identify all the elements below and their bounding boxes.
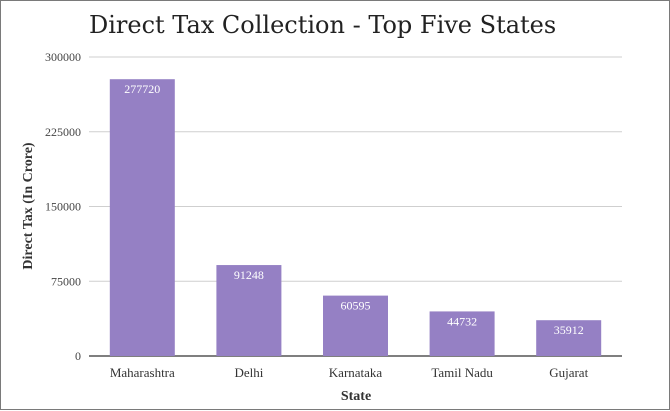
bar xyxy=(536,320,602,356)
chart-title: Direct Tax Collection - Top Five States xyxy=(89,11,557,39)
y-axis-title: Direct Tax (In Crore) xyxy=(21,142,36,269)
bar-value-label: 277720 xyxy=(124,82,160,96)
y-tick-label: 150000 xyxy=(45,200,81,214)
y-tick-label: 75000 xyxy=(51,274,81,288)
y-tick-label: 0 xyxy=(75,349,81,363)
bar-value-label: 60595 xyxy=(341,299,371,313)
bar-value-label: 91248 xyxy=(234,268,264,282)
y-tick-label: 225000 xyxy=(45,125,81,139)
bar-value-label: 44732 xyxy=(447,314,477,328)
x-tick-label: Delhi xyxy=(234,365,263,380)
bar xyxy=(109,79,175,356)
x-tick-label: Maharashtra xyxy=(110,365,175,380)
bar xyxy=(429,311,495,356)
x-tick-label: Tamil Nadu xyxy=(431,365,493,380)
x-axis-title: State xyxy=(341,389,371,404)
bar-value-label: 35912 xyxy=(554,323,584,337)
x-tick-label: Gujarat xyxy=(549,365,588,380)
y-tick-label: 300000 xyxy=(45,50,81,64)
x-tick-label: Karnataka xyxy=(329,365,383,380)
bar xyxy=(323,295,388,356)
bar xyxy=(216,265,282,356)
